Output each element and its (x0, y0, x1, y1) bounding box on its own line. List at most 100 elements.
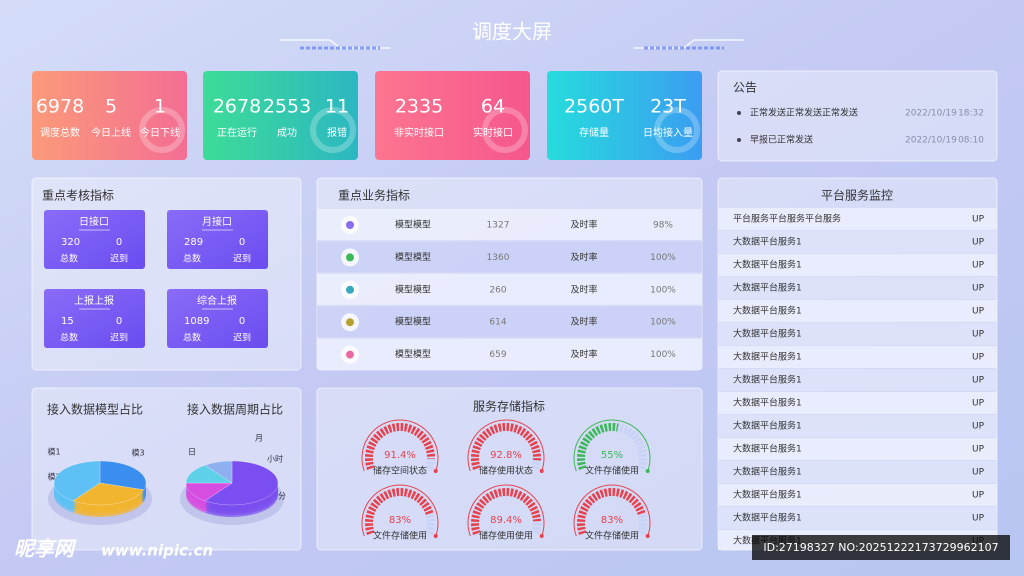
row-icon (346, 253, 354, 262)
row-icon (346, 221, 354, 229)
service-name: 大数据平台服务1 (733, 512, 802, 524)
metric-total: 320 (61, 237, 80, 248)
gauge-dot (433, 468, 438, 473)
stat-value: 5 (105, 96, 117, 118)
watermark-id: ID:27198327 NO:20251222173729962107 (763, 541, 998, 554)
gauge-outline (361, 419, 439, 472)
gauge-name: 文件存储使用 (585, 530, 639, 542)
slice-label: 日 (188, 448, 196, 457)
gauge-name: 文件存储使用 (373, 530, 427, 542)
stat-value: 2678 (213, 96, 261, 118)
gauge-value-label: 83% (389, 515, 411, 526)
row-bg (317, 273, 702, 305)
row-bg (317, 306, 702, 338)
stat-card (203, 71, 358, 160)
metric-total: 289 (184, 237, 203, 248)
metric-late-label: 迟到 (233, 332, 251, 344)
row-rate-label: 及时率 (570, 283, 597, 295)
service-name: 大数据平台服务1 (733, 489, 802, 501)
service-name: 大数据平台服务1 (733, 282, 802, 294)
row-icon (346, 285, 354, 294)
metric-total-label: 总数 (183, 253, 201, 265)
metric-total-label: 总数 (183, 332, 201, 344)
chart-title: 接入数据模型占比 (47, 402, 143, 417)
metric-late: 0 (239, 316, 245, 327)
panel-title: 重点考核指标 (42, 188, 114, 203)
slice-label: 模2 (47, 472, 60, 482)
service-status: UP (972, 284, 985, 294)
stat-label: 成功 (277, 127, 297, 139)
gauge-value-label: 91.4% (384, 450, 416, 461)
row-count: 1327 (487, 221, 510, 231)
metric-late: 0 (239, 237, 245, 248)
row-count: 1360 (487, 253, 510, 263)
card-deco (310, 107, 356, 153)
service-status: UP (972, 514, 985, 524)
gauge-name: 储存空间状态 (373, 465, 427, 477)
chart-title: 接入数据周期占比 (187, 402, 283, 417)
service-name: 大数据平台服务1 (733, 236, 802, 248)
slice (72, 482, 145, 506)
notice-title: 公告 (733, 81, 757, 95)
row-rate: 100% (650, 350, 676, 360)
metric-card (167, 210, 268, 269)
stat-value: 2335 (395, 96, 443, 118)
notice-time: 08:10 (958, 136, 984, 146)
notice-date: 2022/10/19 (905, 109, 957, 119)
slice (204, 460, 279, 506)
panel-title: 平台服务监控 (821, 188, 893, 203)
row-rate-label: 及时率 (570, 316, 597, 328)
header-deco (280, 39, 744, 50)
row-rate: 100% (650, 318, 676, 328)
gauge-value (577, 423, 619, 470)
gauge-name: 储存使用状态 (479, 465, 533, 477)
row-bg (718, 415, 997, 437)
stat-value: 2560T (564, 96, 624, 118)
service-status: UP (972, 376, 985, 386)
gauge-value (577, 488, 646, 535)
row-bg (718, 231, 997, 253)
metric-late-label: 迟到 (233, 253, 251, 265)
service-name: 平台服务平台服务平台服务 (733, 213, 841, 225)
row-rate: 100% (650, 285, 676, 295)
slice (99, 460, 147, 491)
service-status: UP (972, 445, 985, 455)
metric-card (44, 289, 145, 348)
row-rate-label: 及时率 (570, 219, 597, 231)
metric-card (167, 289, 268, 348)
stat-label: 报错 (327, 126, 347, 139)
metric-title: 综合上报 (197, 294, 237, 307)
metric-title: 上报上报 (74, 294, 114, 307)
row-bg (317, 338, 702, 370)
service-status: UP (972, 468, 985, 478)
metric-total-label: 总数 (60, 253, 78, 265)
metric-total: 15 (61, 316, 74, 327)
row-rate-label: 及时率 (570, 251, 597, 263)
row-bg (718, 438, 997, 460)
service-name: 大数据平台服务1 (733, 420, 802, 432)
notice-text: 早报已正常发送 (750, 134, 813, 146)
notice-text: 正常发送正常发送正常发送 (750, 107, 858, 119)
gauge-value (471, 488, 541, 535)
row-bg (718, 346, 997, 368)
gauge-outline (573, 419, 651, 472)
bullet (737, 111, 741, 115)
service-status: UP (972, 399, 985, 409)
notice-time: 18:32 (958, 109, 984, 119)
gauge-value (365, 423, 435, 470)
gauge-value-label: 92.8% (490, 450, 522, 461)
service-name: 大数据平台服务1 (733, 259, 802, 271)
stat-value: 2553 (263, 96, 311, 118)
row-name: 模型模型 (395, 317, 431, 328)
row-bg (718, 208, 997, 230)
metric-late: 0 (116, 237, 122, 248)
service-status: UP (972, 238, 985, 248)
stat-card (32, 71, 187, 160)
row-bg (718, 507, 997, 529)
slice-label: 月 (255, 434, 263, 443)
bullet (737, 138, 741, 142)
service-status: UP (972, 353, 985, 363)
stat-value: 6978 (36, 96, 84, 118)
row-bg (718, 392, 997, 414)
row-bg (718, 300, 997, 322)
